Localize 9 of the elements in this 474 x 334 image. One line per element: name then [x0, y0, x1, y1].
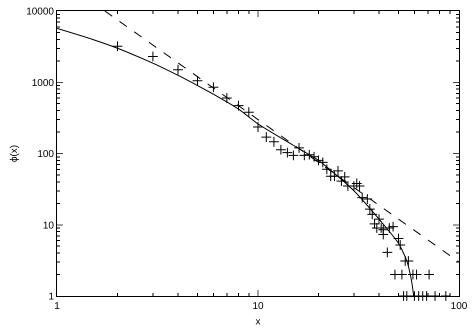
x-axis-title: x	[256, 316, 260, 328]
y-axis-title: ϕ(x)	[9, 144, 20, 162]
x-tick-label: 100	[450, 301, 468, 312]
y-tick-label: 10000	[26, 6, 54, 18]
y-tick-label: 1	[48, 292, 54, 302]
y-tick-label: 10	[42, 220, 54, 232]
y-tick-label: 1000	[32, 78, 54, 89]
x-tick-label: 10	[252, 301, 264, 312]
y-tick-label: 100	[37, 149, 54, 160]
